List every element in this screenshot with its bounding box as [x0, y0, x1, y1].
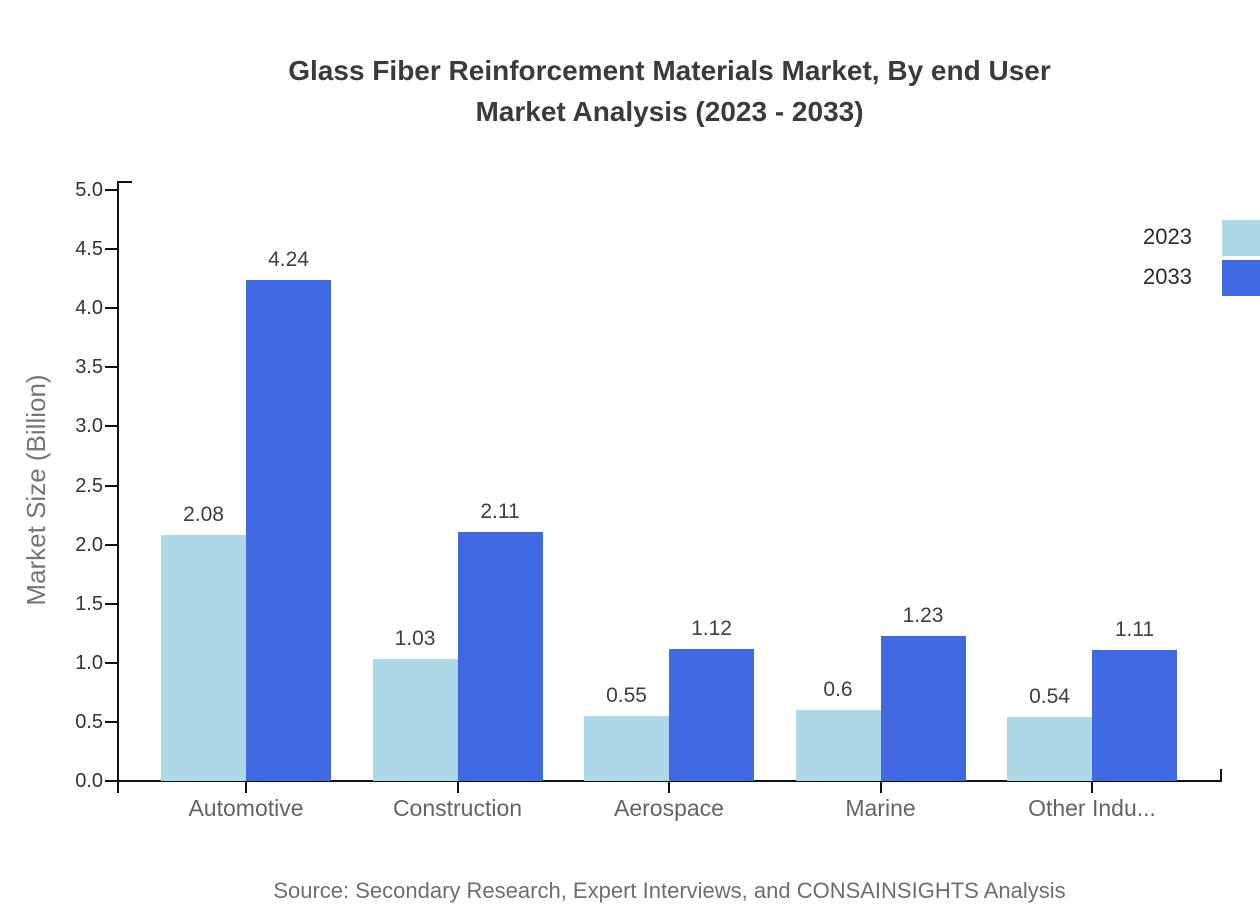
- bar-value-label: 0.6: [823, 678, 853, 702]
- bar-2033-other-indu: [1092, 649, 1177, 781]
- y-tick: [105, 307, 118, 310]
- y-tick-label: 1.5: [75, 592, 103, 615]
- bar-2023-automotive: [161, 535, 246, 781]
- x-category-label: Aerospace: [614, 795, 724, 821]
- bar-2033-automotive: [246, 279, 331, 781]
- y-axis-line: [117, 181, 119, 793]
- y-tick-label: 4.5: [75, 238, 103, 261]
- bar-2023-marine: [795, 710, 881, 781]
- y-tick-label: 2.0: [75, 533, 103, 556]
- bar-2023-aerospace: [584, 715, 669, 781]
- bar-2023-construction: [372, 659, 458, 781]
- x-tick: [879, 782, 882, 793]
- y-tick-label: 0.0: [75, 770, 103, 792]
- bar-2033-aerospace: [669, 648, 754, 781]
- chart-title: Glass Fiber Reinforcement Materials Mark…: [118, 50, 1221, 132]
- y-tick-label: 3.5: [75, 356, 103, 379]
- legend-label-2033: 2033: [1143, 264, 1192, 289]
- x-category-label: Other Indu...: [1028, 795, 1156, 821]
- x-category-label: Construction: [392, 795, 523, 821]
- x-tick: [245, 782, 247, 793]
- bar-value-label: 2.11: [480, 499, 520, 523]
- y-tick-label: 2.5: [75, 474, 103, 497]
- x-axis-right-cap: [1220, 769, 1222, 782]
- y-tick: [105, 720, 118, 723]
- y-tick-label: 4.0: [75, 297, 103, 320]
- bar-value-label: 1.11: [1114, 617, 1155, 641]
- source-note: Source: Secondary Research, Expert Inter…: [273, 878, 1066, 903]
- x-category-label: Automotive: [188, 795, 304, 821]
- bar-value-label: 1.03: [394, 627, 436, 651]
- y-tick: [105, 425, 118, 428]
- y-tick: [105, 661, 118, 664]
- y-tick: [105, 780, 118, 782]
- legend-swatch-2023: [1222, 220, 1260, 256]
- bar-value-label: 0.55: [606, 683, 647, 707]
- y-tick-label: 5.0: [75, 179, 103, 201]
- bar-value-label: 2.08: [183, 503, 224, 527]
- y-tick: [105, 248, 118, 251]
- y-tick: [105, 189, 118, 191]
- x-axis-line: [105, 780, 1222, 782]
- y-tick-label: 3.0: [75, 415, 103, 438]
- y-tick: [105, 366, 118, 369]
- legend-swatch-2033: [1222, 260, 1260, 296]
- x-tick: [668, 782, 670, 793]
- y-axis-top-cap: [117, 181, 132, 183]
- y-tick-label: 0.5: [75, 710, 103, 733]
- x-tick: [456, 782, 459, 793]
- y-tick: [105, 602, 118, 605]
- bar-value-label: 4.24: [268, 247, 309, 271]
- x-tick: [1091, 782, 1093, 793]
- chart-title-line-1: Glass Fiber Reinforcement Materials Mark…: [288, 55, 1051, 86]
- bar-2033-marine: [880, 635, 966, 781]
- bar-2023-other-indu: [1007, 717, 1092, 781]
- legend-label-2023: 2023: [1143, 224, 1192, 249]
- bar-value-label: 1.12: [691, 616, 732, 640]
- y-tick: [105, 484, 118, 487]
- y-tick-label: 1.0: [75, 651, 103, 674]
- bar-2033-construction: [457, 531, 543, 781]
- x-category-label: Marine: [845, 795, 916, 821]
- bar-value-label: 1.23: [902, 603, 944, 627]
- bar-value-label: 0.54: [1029, 685, 1070, 709]
- y-tick: [105, 543, 118, 546]
- chart-title-line-2: Market Analysis (2023 - 2033): [475, 96, 864, 127]
